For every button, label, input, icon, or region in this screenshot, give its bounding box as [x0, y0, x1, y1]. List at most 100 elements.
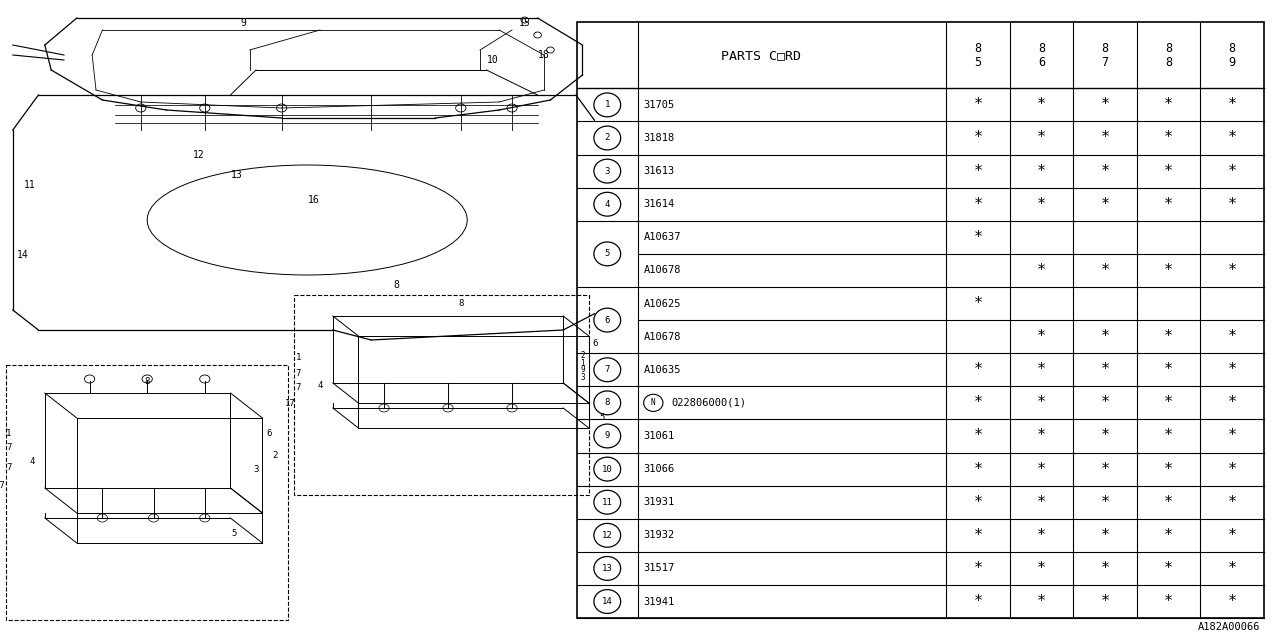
- Text: 8: 8: [604, 398, 611, 408]
- Text: *: *: [1037, 97, 1046, 113]
- Text: *: *: [1037, 196, 1046, 212]
- Text: *: *: [1228, 329, 1236, 344]
- Text: *: *: [1037, 528, 1046, 543]
- Text: 31061: 31061: [644, 431, 675, 441]
- Text: *: *: [1101, 362, 1110, 377]
- Text: *: *: [1228, 97, 1236, 113]
- Text: *: *: [1164, 561, 1172, 576]
- Text: *: *: [1037, 362, 1046, 377]
- Text: *: *: [1228, 428, 1236, 444]
- Text: 31818: 31818: [644, 133, 675, 143]
- Text: *: *: [974, 196, 983, 212]
- Text: *: *: [1101, 263, 1110, 278]
- Text: 31066: 31066: [644, 464, 675, 474]
- Text: 2: 2: [604, 134, 611, 143]
- Text: *: *: [1228, 263, 1236, 278]
- Text: N: N: [652, 398, 655, 408]
- Text: *: *: [1037, 428, 1046, 444]
- Text: *: *: [1101, 428, 1110, 444]
- Text: 31941: 31941: [644, 596, 675, 607]
- Text: *: *: [974, 528, 983, 543]
- Text: 4: 4: [604, 200, 611, 209]
- Text: *: *: [974, 561, 983, 576]
- Text: *: *: [1101, 561, 1110, 576]
- Text: *: *: [1101, 131, 1110, 145]
- Text: 17: 17: [285, 399, 296, 408]
- Text: *: *: [1164, 362, 1172, 377]
- Text: 8
7: 8 7: [1102, 42, 1108, 68]
- Text: 10: 10: [602, 465, 613, 474]
- Text: *: *: [1037, 561, 1046, 576]
- Text: *: *: [974, 428, 983, 444]
- Text: 7: 7: [296, 383, 301, 392]
- Text: 8: 8: [458, 298, 463, 307]
- Text: 8
9: 8 9: [1229, 42, 1235, 68]
- Text: *: *: [1164, 428, 1172, 444]
- Text: 13: 13: [602, 564, 613, 573]
- Text: *: *: [1164, 263, 1172, 278]
- Text: 3: 3: [580, 374, 585, 383]
- Bar: [294, 295, 589, 495]
- Text: 11: 11: [23, 180, 36, 190]
- Text: 2: 2: [273, 451, 278, 461]
- Text: 7: 7: [6, 463, 12, 472]
- Text: *: *: [1101, 196, 1110, 212]
- Text: 1: 1: [296, 353, 301, 362]
- Text: *: *: [1228, 362, 1236, 377]
- Text: *: *: [1101, 461, 1110, 477]
- Text: 17: 17: [0, 481, 5, 490]
- Text: 1: 1: [580, 358, 585, 367]
- Text: 022806000(1): 022806000(1): [672, 398, 746, 408]
- Text: 12: 12: [602, 531, 613, 540]
- Text: 4: 4: [29, 456, 35, 465]
- Text: *: *: [1228, 495, 1236, 509]
- Text: *: *: [1228, 528, 1236, 543]
- Text: 14: 14: [602, 597, 613, 606]
- Text: *: *: [1228, 164, 1236, 179]
- Text: 1: 1: [6, 429, 12, 438]
- Text: *: *: [1037, 329, 1046, 344]
- Text: *: *: [1164, 131, 1172, 145]
- Text: 31705: 31705: [644, 100, 675, 110]
- Text: 8: 8: [394, 280, 399, 290]
- Text: 31932: 31932: [644, 531, 675, 540]
- Text: *: *: [1101, 594, 1110, 609]
- Text: *: *: [1164, 97, 1172, 113]
- Text: 11: 11: [602, 498, 613, 507]
- Text: 6: 6: [604, 316, 611, 324]
- Text: *: *: [1228, 396, 1236, 410]
- Text: *: *: [1164, 196, 1172, 212]
- Text: *: *: [1037, 131, 1046, 145]
- Text: 8
5: 8 5: [974, 42, 982, 68]
- Text: 6: 6: [266, 429, 271, 438]
- Text: *: *: [974, 495, 983, 509]
- Text: A10678: A10678: [644, 332, 681, 342]
- Text: 15: 15: [518, 18, 531, 28]
- Text: 18: 18: [538, 50, 550, 60]
- Text: 7: 7: [604, 365, 611, 374]
- Text: 5: 5: [232, 529, 237, 538]
- Text: 31931: 31931: [644, 497, 675, 507]
- Text: 31517: 31517: [644, 563, 675, 573]
- Text: 3: 3: [604, 166, 611, 175]
- Text: 8
6: 8 6: [1038, 42, 1044, 68]
- Text: *: *: [1228, 461, 1236, 477]
- Text: A182A00066: A182A00066: [1198, 622, 1261, 632]
- Text: *: *: [974, 131, 983, 145]
- Text: 9: 9: [241, 18, 246, 28]
- Text: PARTS C□RD: PARTS C□RD: [722, 49, 801, 61]
- Text: *: *: [974, 164, 983, 179]
- Text: *: *: [974, 97, 983, 113]
- Text: *: *: [1228, 196, 1236, 212]
- Text: *: *: [1164, 461, 1172, 477]
- Text: *: *: [1164, 594, 1172, 609]
- Text: 5: 5: [604, 250, 611, 259]
- Text: 14: 14: [17, 250, 29, 260]
- Text: 6: 6: [593, 339, 598, 348]
- Text: 4: 4: [317, 381, 323, 390]
- Text: *: *: [1037, 263, 1046, 278]
- Text: *: *: [1164, 396, 1172, 410]
- Text: 1: 1: [604, 100, 611, 109]
- Text: *: *: [1037, 594, 1046, 609]
- Text: 7: 7: [6, 444, 12, 452]
